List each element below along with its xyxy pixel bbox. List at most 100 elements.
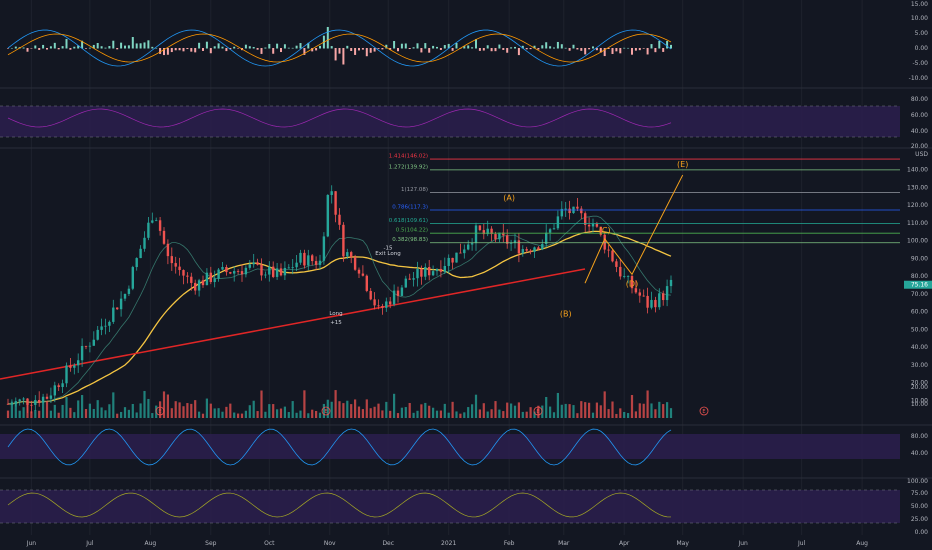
volume-bar bbox=[73, 412, 76, 418]
macd-bar bbox=[330, 46, 333, 49]
candle-body bbox=[260, 264, 263, 276]
volume-bar bbox=[642, 403, 645, 418]
candle-body bbox=[92, 339, 95, 346]
volume-bar bbox=[240, 413, 244, 418]
candle-body bbox=[322, 236, 326, 261]
volume-bar bbox=[69, 407, 72, 418]
volume-bar bbox=[580, 401, 583, 418]
volume-bar bbox=[432, 407, 435, 418]
volume-bar bbox=[400, 407, 403, 418]
candle-body bbox=[455, 252, 458, 263]
macd-bar bbox=[412, 47, 415, 49]
volume-bar bbox=[26, 400, 29, 418]
candle-body bbox=[311, 255, 314, 262]
volume-bar bbox=[404, 407, 407, 418]
macd-bar bbox=[662, 48, 665, 52]
macd-tick-label: 15.00 bbox=[911, 1, 928, 8]
fib-label: 0.786(117.3) bbox=[392, 204, 428, 210]
candle-body bbox=[279, 268, 283, 276]
candle-body bbox=[529, 250, 532, 252]
candle-body bbox=[190, 276, 193, 283]
volume-tick-label: 20.00 bbox=[911, 384, 928, 391]
rsi2-tick-label: 0.00 bbox=[915, 529, 929, 536]
macd-bar bbox=[475, 39, 477, 49]
candle-body bbox=[34, 399, 37, 405]
volume-bar bbox=[619, 408, 622, 418]
macd-bar bbox=[599, 48, 602, 53]
macd-bar bbox=[498, 44, 501, 49]
candle-body bbox=[30, 404, 33, 406]
candle-body bbox=[470, 243, 474, 245]
volume-bar bbox=[408, 402, 411, 418]
macd-bar bbox=[22, 47, 25, 49]
macd-bar bbox=[595, 48, 598, 51]
price-tick-label: 50.00 bbox=[911, 326, 928, 333]
macd-bar bbox=[38, 48, 41, 50]
volume-bar bbox=[623, 411, 626, 418]
indicator-panes bbox=[0, 26, 932, 524]
macd-bar bbox=[611, 48, 614, 54]
volume-bar bbox=[6, 410, 10, 418]
candle-body bbox=[201, 280, 205, 286]
candle-body bbox=[513, 240, 517, 243]
macd-bar bbox=[603, 48, 606, 57]
volume-bar bbox=[634, 411, 637, 418]
earnings-marker bbox=[321, 406, 331, 416]
volume-bar bbox=[338, 401, 341, 418]
macd-bar bbox=[369, 48, 372, 53]
candle-body bbox=[486, 228, 489, 235]
volume-bar bbox=[424, 402, 427, 418]
volume-bar bbox=[213, 408, 216, 418]
stoch-k-line bbox=[7, 428, 672, 466]
rsi2-line bbox=[7, 492, 672, 518]
price-tick-label: 110.00 bbox=[907, 220, 928, 227]
macd-bar bbox=[377, 48, 380, 49]
macd-bar bbox=[642, 48, 645, 49]
candle-body bbox=[283, 267, 287, 276]
volume-bar bbox=[447, 412, 450, 418]
candle-body bbox=[170, 256, 173, 264]
candle-body bbox=[186, 275, 189, 277]
volume-bar bbox=[84, 408, 88, 418]
macd-bar bbox=[447, 43, 450, 49]
macd-bar bbox=[34, 45, 37, 49]
candle-body bbox=[77, 360, 80, 366]
wave-label: (D) bbox=[626, 279, 638, 288]
volume-bar bbox=[182, 406, 185, 418]
volume-bar bbox=[276, 409, 279, 418]
macd-bar bbox=[143, 42, 146, 49]
volume-bar bbox=[18, 410, 21, 418]
volume-bar bbox=[65, 397, 68, 418]
volume-bar bbox=[611, 401, 614, 418]
macd-bar bbox=[541, 45, 544, 49]
macd-bar bbox=[291, 47, 294, 49]
macd-histogram bbox=[7, 26, 672, 65]
volume-bar bbox=[513, 405, 517, 418]
last-price-label: 75.16 bbox=[911, 282, 928, 289]
price-tick-label: 10.00 bbox=[911, 397, 928, 404]
macd-bar bbox=[553, 47, 555, 49]
candle-body bbox=[568, 208, 571, 214]
macd-bar bbox=[393, 40, 396, 49]
macd-bar bbox=[225, 48, 228, 52]
macd-bar bbox=[237, 48, 240, 49]
macd-bar bbox=[361, 48, 364, 50]
candle-body bbox=[584, 213, 587, 225]
macd-bar bbox=[53, 42, 56, 49]
candle-body bbox=[630, 275, 634, 289]
volume-bar bbox=[174, 401, 177, 418]
macd-bar bbox=[283, 44, 286, 49]
macd-tick-label: 10.00 bbox=[911, 15, 928, 22]
macd-bar bbox=[463, 46, 466, 49]
volume-bar bbox=[190, 403, 193, 418]
macd-bar bbox=[213, 46, 216, 49]
volume-bar bbox=[560, 404, 563, 418]
macd-bar bbox=[311, 48, 314, 52]
macd-bar bbox=[354, 48, 357, 55]
candle-body bbox=[412, 278, 415, 280]
candle-body bbox=[502, 232, 505, 236]
macd-bar bbox=[525, 48, 528, 50]
macd-bar bbox=[244, 44, 247, 49]
rsi2-band bbox=[0, 490, 900, 523]
